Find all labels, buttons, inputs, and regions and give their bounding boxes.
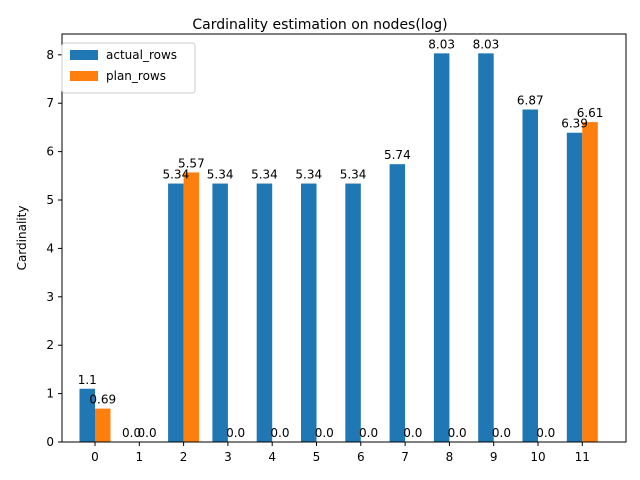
bar-actual-rows-9 xyxy=(478,53,494,442)
data-label-actual-rows-10: 6.87 xyxy=(517,94,544,108)
x-tick-label-0: 0 xyxy=(91,450,99,464)
bar-actual-rows-8 xyxy=(433,53,450,442)
data-label-actual-rows-2: 5.34 xyxy=(162,168,189,182)
y-axis: 0 1 2 3 4 5 6 7 8 xyxy=(46,48,62,449)
data-label-plan-rows-10: 0.0 xyxy=(536,426,555,440)
data-label-actual-rows-5: 5.34 xyxy=(295,168,322,182)
bar-plan-rows-0 xyxy=(95,408,111,442)
data-label-actual-rows-11: 6.39 xyxy=(561,117,588,131)
bar-actual-rows-2 xyxy=(168,183,184,442)
y-tick-label-7: 7 xyxy=(46,96,54,110)
y-tick-label-3: 3 xyxy=(46,290,54,304)
legend-swatch-actual-rows xyxy=(70,50,98,60)
y-tick-label-8: 8 xyxy=(46,48,54,62)
legend: actual_rows plan_rows xyxy=(61,42,196,94)
bar-plan-rows-11 xyxy=(582,122,598,442)
chart-title: Cardinality estimation on nodes(log) xyxy=(192,17,447,33)
data-label-actual-rows-0: 1.1 xyxy=(78,373,97,387)
legend-swatch-plan-rows xyxy=(70,71,98,81)
data-label-plan-rows-0: 0.69 xyxy=(89,393,116,407)
legend-label-actual-rows: actual_rows xyxy=(106,48,177,62)
data-label-plan-rows-4: 0.0 xyxy=(270,426,289,440)
y-axis-label: Cardinality xyxy=(15,206,29,271)
x-axis: 0 1 2 3 4 5 6 7 8 9 10 11 xyxy=(91,442,590,464)
x-tick-label-1: 1 xyxy=(135,450,143,464)
bar-actual-rows-6 xyxy=(345,183,361,442)
data-label-actual-rows-4: 5.34 xyxy=(251,168,278,182)
plot-frame xyxy=(61,33,627,443)
data-label-plan-rows-9: 0.0 xyxy=(492,426,511,440)
y-tick-label-1: 1 xyxy=(46,387,54,401)
x-tick-label-3: 3 xyxy=(224,450,232,464)
y-tick-label-4: 4 xyxy=(46,241,54,255)
data-label-plan-rows-3: 0.0 xyxy=(226,426,245,440)
x-tick-label-11: 11 xyxy=(575,450,590,464)
bar-plan-rows-2 xyxy=(183,172,200,442)
data-label-plan-rows-2: 5.57 xyxy=(178,156,205,170)
x-tick-label-4: 4 xyxy=(268,450,276,464)
data-label-actual-rows-7: 5.74 xyxy=(384,148,411,162)
x-tick-label-5: 5 xyxy=(313,450,321,464)
data-labels-group: 1.10.690.00.05.345.575.340.05.340.05.340… xyxy=(78,37,604,440)
y-tick-label-6: 6 xyxy=(46,145,54,159)
data-label-actual-rows-9: 8.03 xyxy=(473,37,500,51)
data-label-actual-rows-6: 5.34 xyxy=(340,168,367,182)
x-tick-label-6: 6 xyxy=(357,450,365,464)
bar-actual-rows-3 xyxy=(212,183,228,442)
bar-actual-rows-5 xyxy=(301,183,317,442)
x-tick-label-9: 9 xyxy=(490,450,498,464)
bar-actual-rows-7 xyxy=(389,164,406,442)
x-tick-label-7: 7 xyxy=(401,450,409,464)
data-label-actual-rows-1: 0.0 xyxy=(122,426,141,440)
data-label-actual-rows-3: 5.34 xyxy=(207,168,234,182)
x-tick-label-2: 2 xyxy=(180,450,188,464)
x-tick-label-10: 10 xyxy=(530,450,545,464)
bar-actual-rows-10 xyxy=(522,109,538,443)
data-label-plan-rows-5: 0.0 xyxy=(315,426,334,440)
data-label-plan-rows-6: 0.0 xyxy=(359,426,378,440)
bar-actual-rows-0 xyxy=(79,388,95,442)
legend-label-plan-rows: plan_rows xyxy=(106,69,166,83)
bar-actual-rows-4 xyxy=(256,183,273,442)
bars-group xyxy=(79,53,598,443)
data-label-plan-rows-11: 6.61 xyxy=(577,106,604,120)
data-label-plan-rows-8: 0.0 xyxy=(448,426,467,440)
data-label-plan-rows-7: 0.0 xyxy=(403,426,422,440)
y-tick-label-5: 5 xyxy=(46,193,54,207)
data-label-plan-rows-1: 0.0 xyxy=(138,426,157,440)
y-tick-label-2: 2 xyxy=(46,338,54,352)
bar-actual-rows-11 xyxy=(566,132,583,442)
data-label-actual-rows-8: 8.03 xyxy=(428,37,455,51)
x-tick-label-8: 8 xyxy=(446,450,454,464)
y-tick-label-0: 0 xyxy=(46,435,54,449)
